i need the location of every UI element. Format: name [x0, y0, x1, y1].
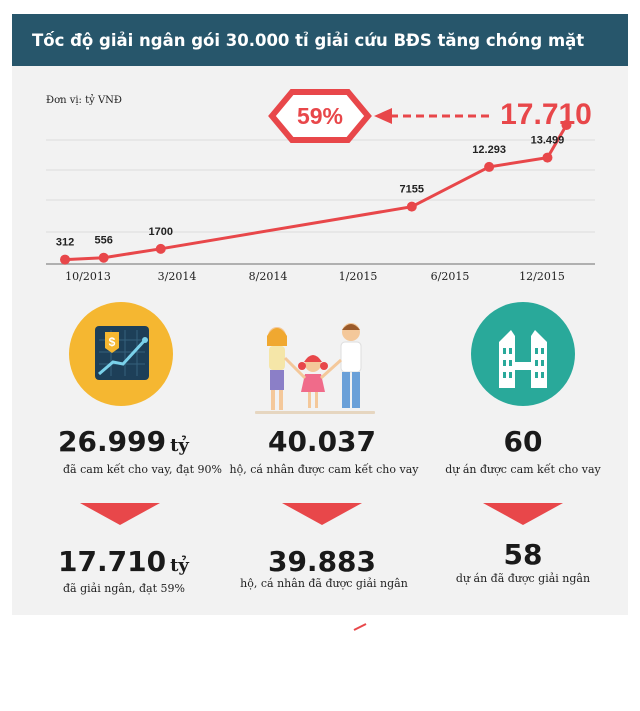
percentage-badge-hexagon — [268, 89, 372, 143]
data-label: 1700 — [149, 226, 173, 238]
percentage-badge-text: 59% — [297, 103, 343, 129]
committed-amount-unit: tỷ — [170, 435, 189, 456]
disbursed-amount: 17.710 tỷ — [58, 545, 189, 578]
decorative-stroke — [353, 623, 367, 631]
disbursed-amount-value: 17.710 — [58, 545, 167, 578]
svg-text:$: $ — [109, 335, 116, 349]
data-point — [406, 201, 417, 212]
data-point — [98, 252, 109, 263]
data-label: 13.499 — [531, 135, 565, 147]
down-arrow-2 — [282, 503, 362, 525]
data-point — [561, 120, 572, 130]
disbursed-households-desc: hộ, cá nhân đã được giải ngân — [240, 577, 408, 590]
page-title: Tốc độ giải ngân gói 30.000 tỉ giải cứu … — [32, 31, 585, 50]
committed-projects-desc: dự án được cam kết cho vay — [445, 463, 601, 476]
data-label: 12.293 — [472, 144, 506, 156]
data-label: 556 — [95, 235, 113, 247]
title-bar: Tốc độ giải ngân gói 30.000 tỉ giải cứu … — [12, 14, 628, 66]
x-tick-label: 6/2015 — [431, 270, 470, 283]
down-arrow-3 — [483, 503, 563, 525]
x-tick-label: 1/2015 — [339, 270, 378, 283]
disbursed-amount-unit: tỷ — [170, 555, 189, 576]
committed-amount-value: 26.999 — [58, 425, 167, 458]
buildings-graphic — [499, 330, 547, 388]
x-tick-label: 12/2015 — [519, 270, 565, 283]
finance-chart-graphic: $ — [95, 326, 149, 380]
x-tick-label: 3/2014 — [158, 270, 197, 283]
data-label: 312 — [56, 237, 74, 249]
committed-projects: 60 — [503, 425, 543, 458]
data-label: 17.710 — [500, 98, 592, 131]
committed-amount: 26.999 tỷ — [58, 425, 189, 458]
data-label: 7155 — [400, 184, 424, 196]
disbursed-projects-desc: dự án đã được giải ngân — [455, 572, 591, 585]
committed-amount-desc: đã cam kết cho vay, đạt 90% — [63, 463, 222, 476]
x-tick-label: 10/2013 — [65, 270, 111, 283]
disbursed-projects: 58 — [503, 538, 543, 571]
family-icon — [255, 318, 375, 418]
committed-households: 40.037 — [267, 425, 377, 458]
family-graphic — [255, 323, 375, 414]
x-tick-label: 8/2014 — [249, 270, 288, 283]
disbursed-households: 39.883 — [267, 545, 377, 578]
line-chart: Đơn vị: tỷ VNĐ 59% 312 556 1700 7155 12.293 1… — [46, 89, 595, 283]
data-point — [542, 152, 553, 163]
buildings-icon — [471, 302, 575, 406]
disbursed-amount-desc: đã giải ngân, đạt 59% — [63, 582, 185, 595]
committed-households-desc: hộ, cá nhân được cam kết cho vay — [229, 463, 419, 476]
down-arrow-1 — [80, 503, 160, 525]
unit-label: Đơn vị: tỷ VNĐ — [46, 95, 122, 106]
finance-chart-icon: $ — [69, 302, 173, 406]
data-point — [155, 243, 166, 254]
chart-grid — [46, 139, 595, 265]
data-point — [484, 161, 495, 172]
data-point — [60, 254, 71, 265]
badge-arrow-head — [374, 108, 392, 124]
